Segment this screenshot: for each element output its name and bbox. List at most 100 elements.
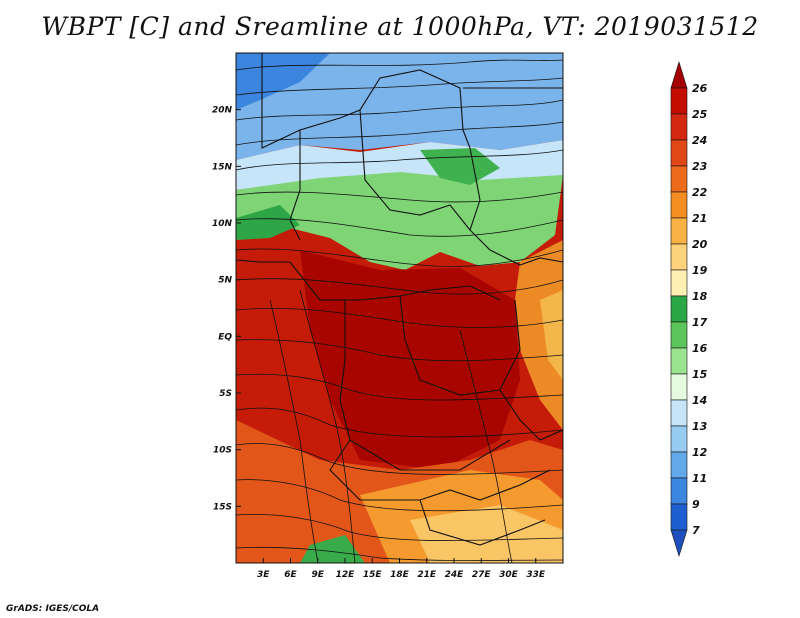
colorbar-segment bbox=[670, 191, 688, 219]
colorbar-label: 24 bbox=[692, 134, 707, 147]
y-tick-label: 10N bbox=[212, 219, 233, 229]
colorbar-label: 15 bbox=[692, 368, 708, 381]
colorbar-label: 17 bbox=[692, 316, 708, 329]
streamline bbox=[236, 99, 563, 121]
colorbar-segment bbox=[670, 295, 688, 323]
colorbar-segment bbox=[670, 503, 688, 531]
y-tick-label: 15S bbox=[213, 502, 232, 512]
colorbar-segment bbox=[670, 425, 688, 453]
x-tick-label: 18E bbox=[390, 570, 410, 580]
colorbar-segment bbox=[670, 165, 688, 193]
chart-title: WBPT [C] and Sreamline at 1000hPa, VT: 2… bbox=[41, 12, 759, 41]
country-borders bbox=[236, 53, 563, 546]
field-zone-green-dark bbox=[420, 148, 500, 185]
colorbar-label: 11 bbox=[692, 472, 707, 485]
colorbar-segment bbox=[670, 113, 688, 141]
colorbar-segment bbox=[670, 217, 688, 245]
colorbar-segment bbox=[670, 477, 688, 505]
streamline bbox=[236, 191, 563, 203]
credit-label: GrADS: IGES/COLA bbox=[6, 604, 100, 614]
colorbar-label: 12 bbox=[692, 446, 708, 459]
border-line bbox=[399, 295, 521, 396]
x-tick-label: 15E bbox=[363, 570, 383, 580]
streamline bbox=[236, 407, 563, 438]
x-tick-label: 3E bbox=[257, 570, 270, 580]
colorbar-segment bbox=[670, 451, 688, 479]
x-tick-label: 12E bbox=[336, 570, 356, 580]
border-line bbox=[236, 259, 321, 301]
x-tick-label: 6E bbox=[284, 570, 297, 580]
field-zone-green bbox=[236, 172, 563, 270]
streamline bbox=[236, 77, 563, 96]
border-line bbox=[499, 389, 563, 441]
x-tick-label: 21E bbox=[417, 570, 437, 580]
colorbar-label: 9 bbox=[692, 498, 700, 511]
field-zone-east-orange bbox=[515, 240, 563, 430]
streamline bbox=[236, 218, 563, 237]
x-tick-label: 33E bbox=[526, 570, 546, 580]
streamline bbox=[236, 443, 563, 475]
colorbar-label: 14 bbox=[692, 394, 707, 407]
colorbar-label: 19 bbox=[692, 264, 708, 277]
colorbar-label: 20 bbox=[692, 238, 708, 251]
colorbar-segment bbox=[670, 373, 688, 401]
streamline bbox=[236, 248, 563, 267]
field-zone-north bbox=[236, 53, 563, 160]
streamline bbox=[236, 479, 563, 512]
field-zone-east-light bbox=[540, 290, 563, 380]
streamline bbox=[269, 299, 319, 563]
colorbar-segment bbox=[670, 399, 688, 427]
colorbar-segment bbox=[670, 321, 688, 349]
colorbar-label: 22 bbox=[692, 186, 708, 199]
y-tick-label: 10S bbox=[213, 446, 232, 456]
streamline bbox=[459, 329, 513, 563]
streamline bbox=[299, 289, 356, 563]
border-line bbox=[261, 53, 471, 149]
colorbar-bottom-arrow bbox=[670, 529, 688, 558]
colorbar-label: 16 bbox=[692, 342, 708, 355]
streamline bbox=[236, 121, 563, 146]
colorbar-label: 13 bbox=[692, 420, 708, 433]
field-zone-south-green bbox=[300, 535, 365, 563]
streamline bbox=[236, 339, 563, 362]
y-tick-label: 5S bbox=[219, 389, 232, 399]
streamlines bbox=[236, 59, 563, 563]
colorbar-label: 18 bbox=[692, 290, 708, 303]
colorbar-label: 7 bbox=[692, 524, 700, 537]
y-axis: 20N 15N 10N 5N EQ 5S 10S 15S bbox=[212, 106, 241, 512]
field-zone-south-yellow bbox=[410, 505, 563, 563]
y-tick-label: 5N bbox=[218, 276, 232, 286]
wbpt-field bbox=[236, 53, 563, 563]
colorbar-label: 21 bbox=[692, 212, 707, 225]
x-tick-label: 9E bbox=[312, 570, 325, 580]
border-line bbox=[289, 130, 301, 241]
colorbar-label: 23 bbox=[692, 160, 708, 173]
streamline bbox=[236, 307, 563, 328]
colorbar-segment bbox=[670, 269, 688, 297]
border-line bbox=[359, 109, 471, 231]
streamline bbox=[236, 149, 563, 171]
field-zone-green-west bbox=[236, 205, 300, 240]
y-tick-label: 20N bbox=[212, 106, 233, 116]
border-line bbox=[329, 439, 551, 501]
colorbar-segment bbox=[670, 347, 688, 375]
colorbar: 26 25 24 23 22 21 20 19 18 17 16 15 14 13 12 11 9 7 bbox=[670, 60, 708, 558]
streamline bbox=[236, 514, 563, 542]
y-tick-label: EQ bbox=[218, 332, 232, 342]
x-tick-label: 24E bbox=[445, 570, 465, 580]
colorbar-top-arrow bbox=[670, 60, 688, 89]
border-line bbox=[320, 285, 501, 301]
streamline bbox=[236, 59, 563, 71]
streamline bbox=[236, 373, 563, 401]
colorbar-segment bbox=[670, 87, 688, 115]
colorbar-segment bbox=[670, 243, 688, 271]
colorbar-label: 26 bbox=[692, 82, 708, 95]
x-tick-label: 30E bbox=[499, 570, 519, 580]
border-line bbox=[419, 499, 546, 546]
x-axis: 3E 6E 9E 12E 15E 18E 21E 24E 27E 30E 33E bbox=[257, 558, 546, 580]
y-tick-label: 15N bbox=[212, 162, 233, 172]
colorbar-segment bbox=[670, 139, 688, 167]
border-line bbox=[469, 147, 563, 266]
streamline bbox=[236, 546, 563, 561]
